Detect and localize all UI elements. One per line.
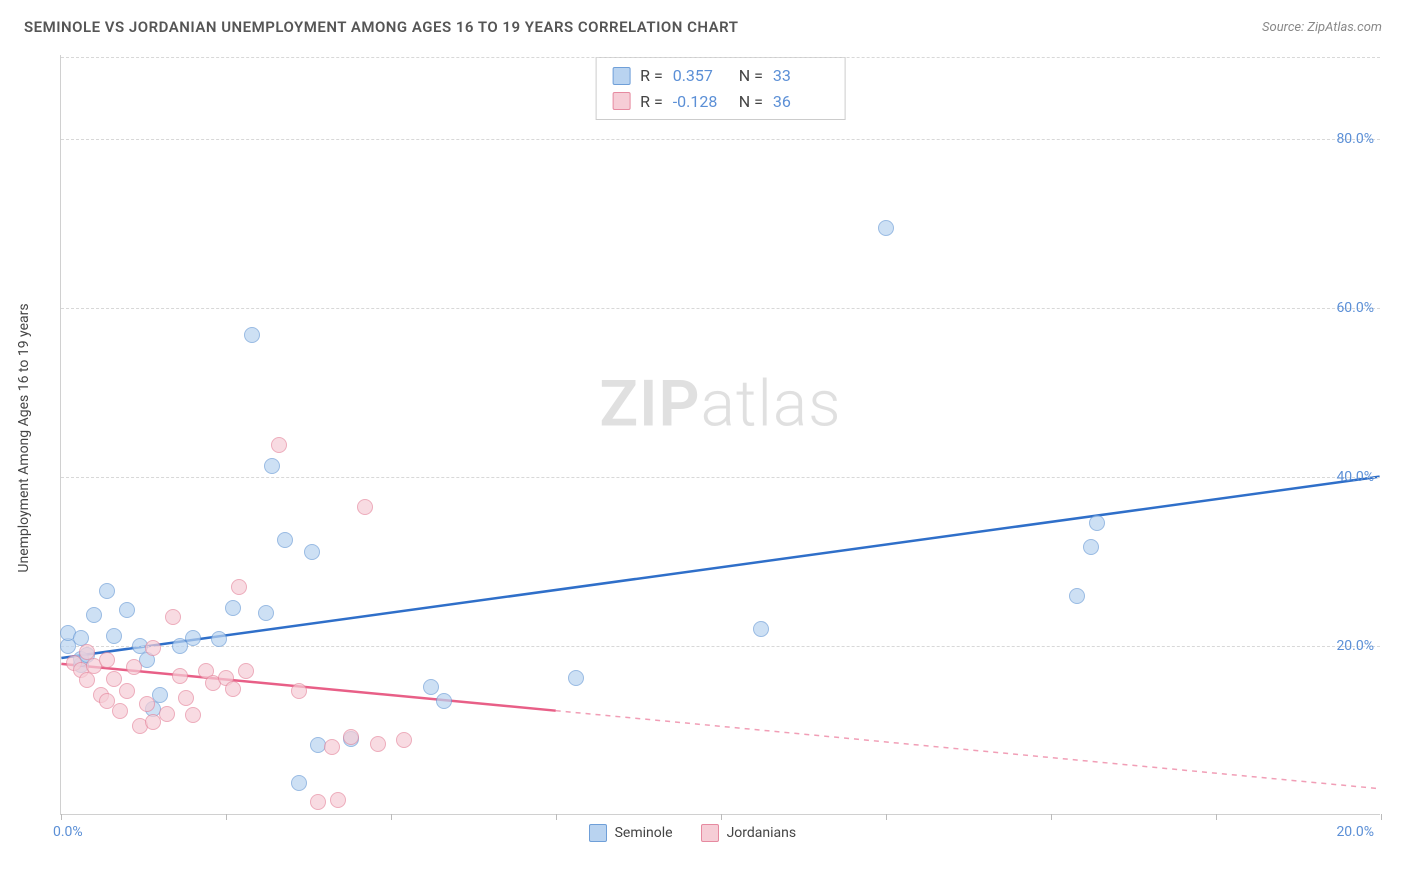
data-point (310, 794, 326, 810)
y-tick-label: 20.0% (1336, 638, 1374, 654)
data-point (178, 690, 194, 706)
data-point (436, 693, 452, 709)
data-point (106, 628, 122, 644)
data-point (271, 437, 287, 453)
data-point (99, 652, 115, 668)
legend-item: Jordanians (701, 824, 797, 842)
data-point (211, 631, 227, 647)
data-point (264, 458, 280, 474)
x-tick (61, 814, 62, 820)
stat-n-label: N = (739, 89, 763, 115)
data-point (568, 670, 584, 686)
y-tick-label: 40.0% (1336, 469, 1374, 485)
y-axis-label: Unemployment Among Ages 16 to 19 years (16, 303, 32, 572)
chart-title: SEMINOLE VS JORDANIAN UNEMPLOYMENT AMONG… (24, 18, 738, 36)
data-point (878, 220, 894, 236)
data-point (119, 602, 135, 618)
series-swatch (612, 92, 630, 110)
legend-label: Seminole (615, 825, 673, 841)
x-tick (556, 814, 557, 820)
stats-row: R = 0.357 N = 33 (612, 63, 829, 89)
legend-label: Jordanians (727, 825, 797, 841)
data-point (159, 706, 175, 722)
gridline (61, 139, 1380, 140)
gridline (61, 477, 1380, 478)
stat-r-label: R = (640, 63, 663, 89)
data-point (185, 707, 201, 723)
legend-swatch (589, 824, 607, 842)
stat-n-value: 36 (773, 89, 829, 115)
data-point (185, 630, 201, 646)
data-point (291, 775, 307, 791)
data-point (258, 605, 274, 621)
stat-r-label: R = (640, 89, 663, 115)
data-point (1083, 539, 1099, 555)
data-point (330, 792, 346, 808)
data-point (244, 327, 260, 343)
data-point (396, 732, 412, 748)
legend-item: Seminole (589, 824, 673, 842)
watermark: ZIPatlas (599, 367, 841, 442)
gridline (61, 308, 1380, 309)
data-point (86, 607, 102, 623)
x-axis-max-label: 20.0% (1336, 824, 1374, 840)
data-point (753, 621, 769, 637)
data-point (343, 729, 359, 745)
data-point (106, 671, 122, 687)
data-point (304, 544, 320, 560)
scatter-chart: ZIPatlas R =0.357N =33R =-0.128N =36 0.0… (60, 55, 1380, 815)
legend-swatch (701, 824, 719, 842)
y-tick-label: 80.0% (1336, 131, 1374, 147)
data-point (231, 579, 247, 595)
watermark-light: atlas (701, 367, 842, 442)
x-tick (721, 814, 722, 820)
x-tick (1381, 814, 1382, 820)
data-point (119, 683, 135, 699)
x-tick (886, 814, 887, 820)
x-tick (226, 814, 227, 820)
data-point (324, 739, 340, 755)
y-tick-label: 60.0% (1336, 300, 1374, 316)
series-swatch (612, 67, 630, 85)
x-tick (1051, 814, 1052, 820)
stat-n-label: N = (739, 63, 763, 89)
data-point (1069, 588, 1085, 604)
watermark-bold: ZIP (599, 367, 700, 442)
data-point (277, 532, 293, 548)
data-point (1089, 515, 1105, 531)
trend-lines-layer (61, 55, 1380, 814)
data-point (145, 640, 161, 656)
trend-line-dashed (556, 711, 1380, 789)
data-point (291, 683, 307, 699)
data-point (165, 609, 181, 625)
data-point (126, 659, 142, 675)
stat-r-value: 0.357 (673, 63, 729, 89)
stats-row: R = -0.128 N = 36 (612, 89, 829, 115)
data-point (423, 679, 439, 695)
gridline (61, 57, 1380, 58)
data-point (172, 668, 188, 684)
data-point (370, 736, 386, 752)
data-point (225, 681, 241, 697)
data-point (152, 687, 168, 703)
legend: Seminole Jordanians (589, 824, 797, 842)
x-axis-min-label: 0.0% (53, 824, 83, 840)
data-point (357, 499, 373, 515)
data-point (225, 600, 241, 616)
stat-r-value: -0.128 (673, 89, 729, 115)
data-point (99, 583, 115, 599)
x-tick (1216, 814, 1217, 820)
data-point (112, 703, 128, 719)
trend-line (61, 477, 1379, 658)
data-point (238, 663, 254, 679)
stat-n-value: 33 (773, 63, 829, 89)
source-attribution: Source: ZipAtlas.com (1262, 20, 1382, 35)
correlation-stats-box: R = 0.357 N = 33 R = -0.128 N = 36 (595, 57, 846, 120)
x-tick (391, 814, 392, 820)
gridline (61, 646, 1380, 647)
data-point (139, 696, 155, 712)
